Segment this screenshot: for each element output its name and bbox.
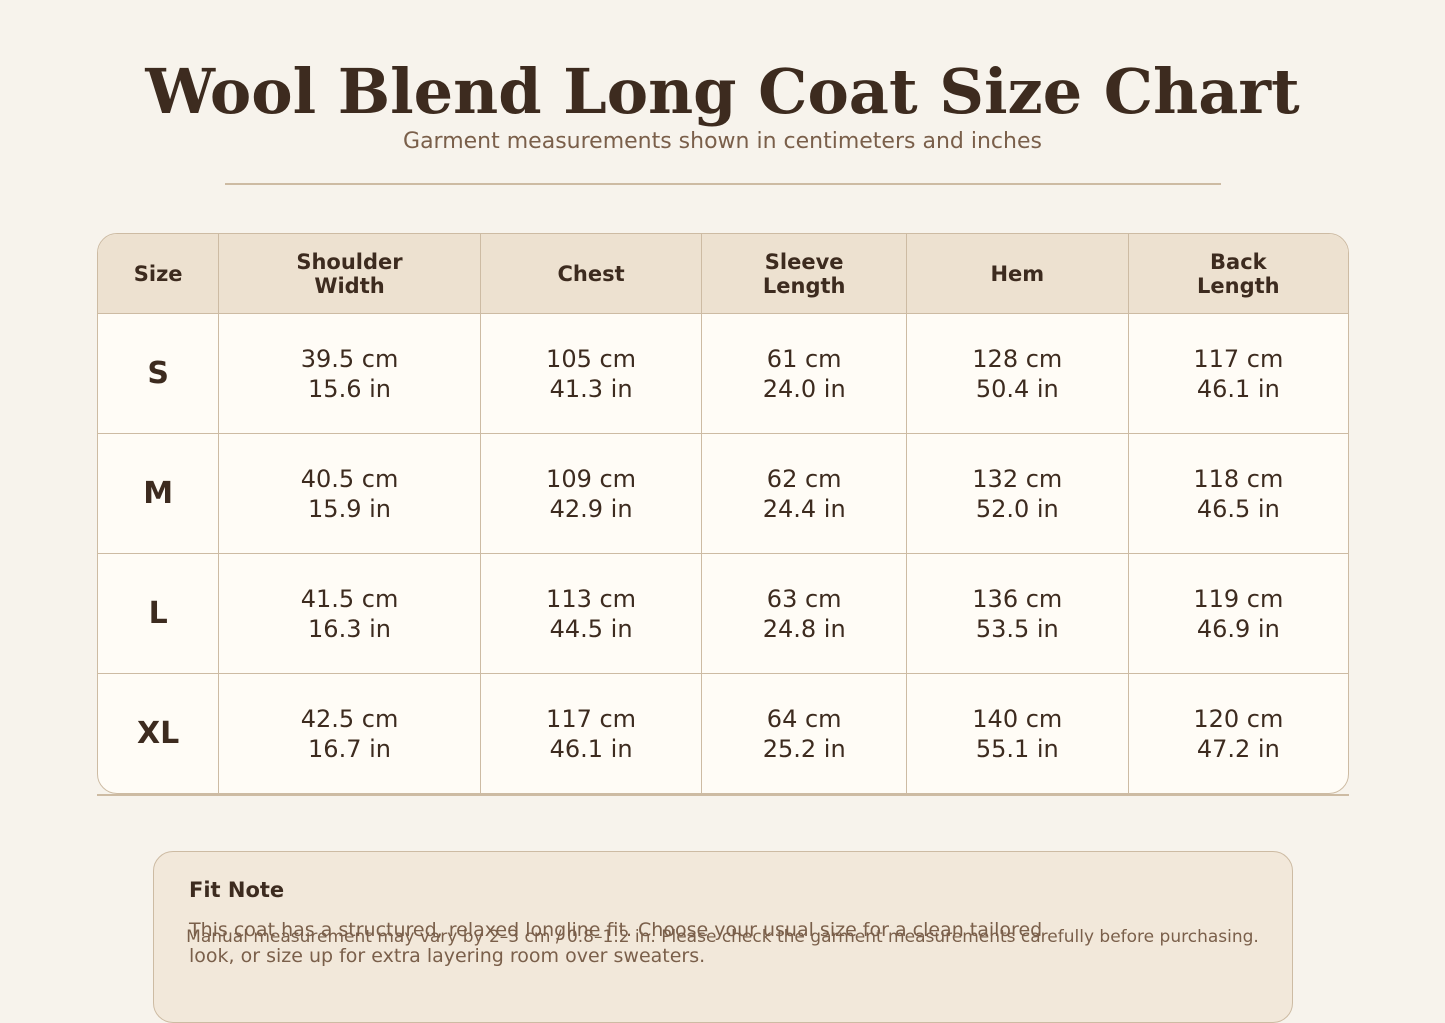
in-value: 24.4 in <box>762 494 846 523</box>
title: Wool Blend Long Coat Size Chart <box>145 55 1300 128</box>
column-header: Chest <box>480 234 703 314</box>
column-header-text: Back Length <box>1197 249 1280 298</box>
column-header-text: Hem <box>990 261 1045 286</box>
column-header-text: Chest <box>557 261 625 286</box>
in-value: 15.9 in <box>308 494 391 523</box>
measure-cell: 140 cm 55.1 in <box>907 674 1129 793</box>
header-row: Size Shoulder Width Chest Sleeve Length Hem B… <box>98 234 1348 314</box>
note-title: Fit Note <box>189 878 285 902</box>
cm-value: 62 cm <box>766 464 842 493</box>
cm-value: 117 cm <box>546 704 637 733</box>
column-header: Size <box>98 234 220 314</box>
measure-cell: 128 cm 50.4 in <box>906 314 1129 434</box>
in-value: 46.5 in <box>1196 494 1280 523</box>
measure-cell: 62 cm 24.4 in <box>702 434 907 554</box>
size-row: M 40.5 cm 15.9 in 109 cm 42.9 in 62 cm 24.4 in… <box>98 434 1348 554</box>
column-header: Sleeve Length <box>702 234 907 314</box>
cm-value: 40.5 cm <box>300 464 399 493</box>
measure-cell: 64 cm 25.2 in <box>702 674 907 793</box>
measure-cell: 109 cm 42.9 in <box>480 434 703 554</box>
size-cell: M <box>98 434 220 554</box>
divider <box>225 183 1221 185</box>
measure-cell: 61 cm 24.0 in <box>702 314 907 434</box>
column-header-text: Shoulder Width <box>296 249 403 298</box>
in-value: 24.0 in <box>762 374 846 403</box>
table-rule <box>97 794 1349 796</box>
cm-value: 105 cm <box>546 344 637 373</box>
column-header: Hem <box>906 234 1129 314</box>
in-value: 15.6 in <box>308 374 391 403</box>
column-header: Shoulder Width <box>219 234 481 314</box>
size-cell: XL <box>98 674 220 793</box>
measure-cell: 117 cm 46.1 in <box>481 674 703 793</box>
cm-value: 61 cm <box>766 344 842 373</box>
measure-cell: 42.5 cm 16.7 in <box>219 674 481 793</box>
column-header: Back Length <box>1128 234 1348 314</box>
measure-cell: 136 cm 53.5 in <box>906 554 1129 674</box>
in-value: 52.0 in <box>975 494 1059 523</box>
in-value: 46.9 in <box>1196 614 1280 643</box>
fit-note: Fit Note This coat has a structured, rel… <box>153 851 1293 1023</box>
note-text: This coat has a structured, relaxed long… <box>189 919 1043 967</box>
cm-value: 136 cm <box>972 584 1063 613</box>
size-cell: L <box>98 554 220 674</box>
cm-value: 119 cm <box>1193 584 1284 613</box>
footer: Manual measurement may vary by 2–3 cm / … <box>186 927 1259 947</box>
measure-cell: 117 cm 46.1 in <box>1128 314 1348 434</box>
measure-cell: 41.5 cm 16.3 in <box>219 554 481 674</box>
in-value: 47.2 in <box>1196 734 1280 763</box>
in-value: 46.1 in <box>549 734 633 763</box>
size-row: XL 42.5 cm 16.7 in 117 cm 46.1 in 64 cm 25.2 i… <box>98 674 1348 793</box>
size-row: L 41.5 cm 16.3 in 113 cm 44.5 in 63 cm 24.8 in… <box>98 554 1348 674</box>
measure-cell: 40.5 cm 15.9 in <box>219 434 481 554</box>
cm-value: 64 cm <box>766 704 842 733</box>
size-cell: S <box>98 314 220 434</box>
cm-value: 113 cm <box>546 584 637 613</box>
cm-value: 41.5 cm <box>300 584 399 613</box>
in-value: 44.5 in <box>549 614 633 643</box>
cm-value: 118 cm <box>1193 464 1284 493</box>
measure-cell: 119 cm 46.9 in <box>1128 554 1348 674</box>
size-table: Size Shoulder Width Chest Sleeve Length Hem B… <box>97 233 1349 794</box>
cm-value: 117 cm <box>1193 344 1284 373</box>
cm-value: 120 cm <box>1193 704 1284 733</box>
in-value: 16.3 in <box>308 614 391 643</box>
column-header-text: Size <box>133 261 183 286</box>
size-row: S 39.5 cm 15.6 in 105 cm 41.3 in 61 cm 24.0 in… <box>98 314 1348 434</box>
measure-cell: 132 cm 52.0 in <box>906 434 1129 554</box>
in-value: 24.8 in <box>762 614 846 643</box>
in-value: 55.1 in <box>975 734 1059 763</box>
cm-value: 39.5 cm <box>300 344 399 373</box>
measure-cell: 118 cm 46.5 in <box>1128 434 1348 554</box>
in-value: 46.1 in <box>1196 374 1280 403</box>
in-value: 42.9 in <box>549 494 633 523</box>
in-value: 53.5 in <box>975 614 1059 643</box>
column-header-text: Sleeve Length <box>762 249 846 298</box>
cm-value: 128 cm <box>972 344 1063 373</box>
cm-value: 132 cm <box>972 464 1063 493</box>
subtitle: Garment measurements shown in centimeter… <box>403 129 1042 154</box>
measure-cell: 63 cm 24.8 in <box>702 554 907 674</box>
in-value: 16.7 in <box>308 734 391 763</box>
cm-value: 63 cm <box>766 584 842 613</box>
in-value: 25.2 in <box>762 734 846 763</box>
measure-cell: 39.5 cm 15.6 in <box>219 314 481 434</box>
cm-value: 109 cm <box>546 464 637 493</box>
in-value: 50.4 in <box>975 374 1059 403</box>
in-value: 41.3 in <box>549 374 633 403</box>
measure-cell: 105 cm 41.3 in <box>480 314 703 434</box>
measure-cell: 113 cm 44.5 in <box>480 554 703 674</box>
cm-value: 42.5 cm <box>300 704 399 733</box>
cm-value: 140 cm <box>972 704 1063 733</box>
measure-cell: 120 cm 47.2 in <box>1129 674 1348 793</box>
